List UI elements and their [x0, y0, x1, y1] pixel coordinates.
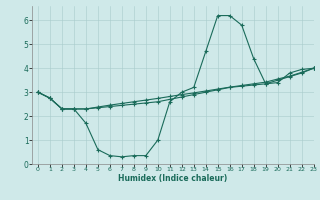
X-axis label: Humidex (Indice chaleur): Humidex (Indice chaleur)	[118, 174, 228, 183]
